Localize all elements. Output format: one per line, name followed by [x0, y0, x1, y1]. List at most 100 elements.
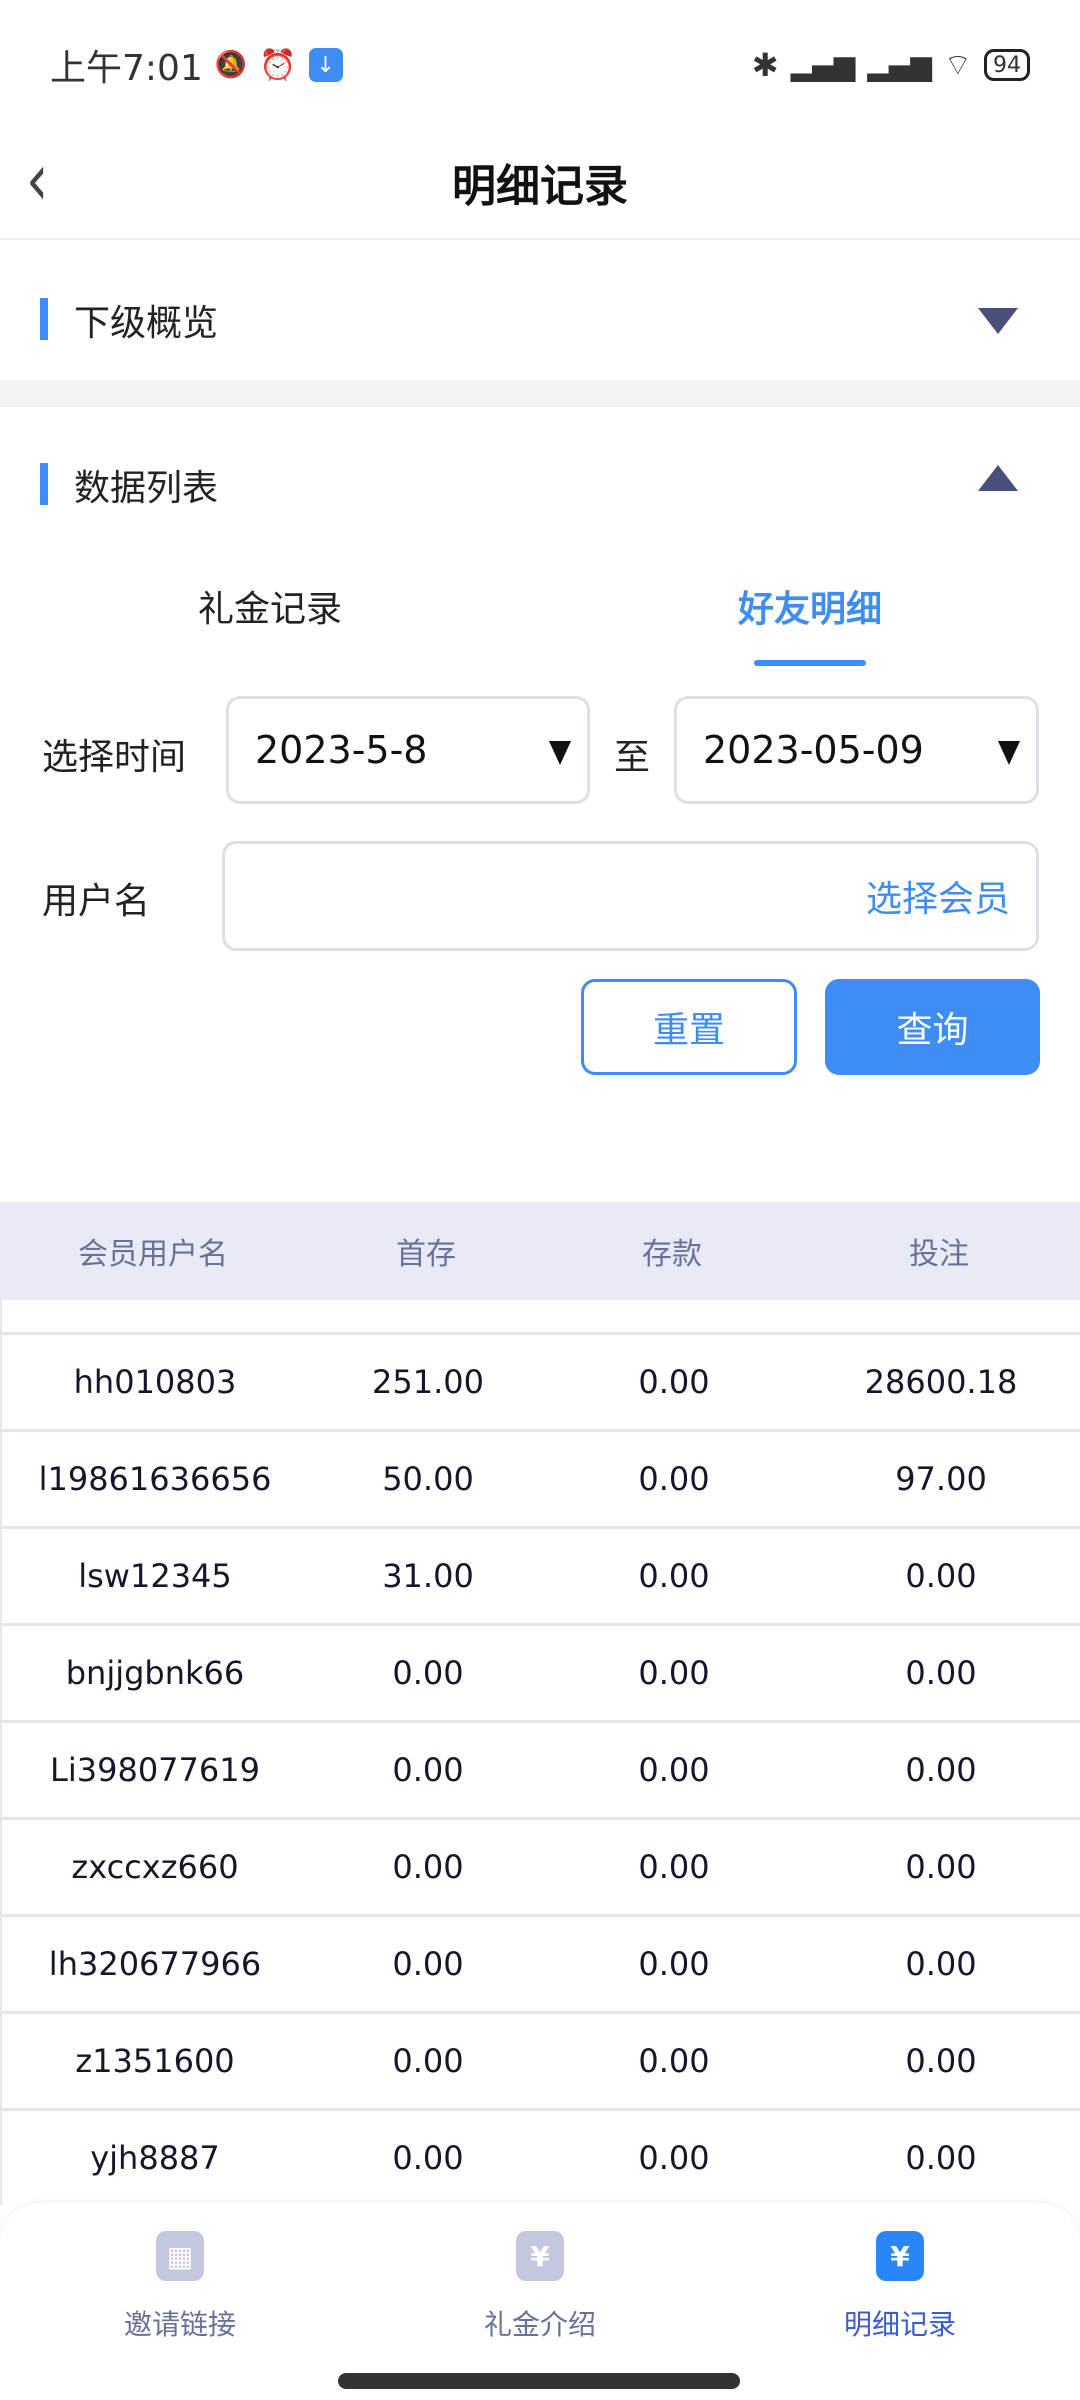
section-marker: [40, 298, 48, 340]
table-cell: lsw12345: [78, 1557, 232, 1595]
dropdown-arrow-icon: [998, 741, 1020, 765]
table-cell: 0.00: [905, 1557, 977, 1595]
table-cell: 0.00: [905, 2139, 977, 2177]
bottom-nav: ▦ 邀请链接 ¥ 礼金介绍 ¥ 明细记录: [0, 2203, 1080, 2400]
section-title: 数据列表: [74, 468, 219, 509]
table-cell: 0.00: [638, 2139, 710, 2177]
alarm-icon: ⏰: [259, 47, 297, 83]
username-label: 用户名: [42, 881, 151, 922]
mute-icon: 🔕: [214, 50, 248, 80]
table-row: Li398077619 0.00 0.00 0.00: [0, 1720, 1080, 1817]
end-date-value: 2023-05-09: [703, 728, 924, 772]
member-select-input[interactable]: 选择会员: [222, 841, 1039, 951]
nav-detail-records[interactable]: ¥ 明细记录: [720, 2203, 1080, 2400]
table-row: lh320677966 0.00 0.00 0.00: [0, 1914, 1080, 2011]
column-header: 存款: [642, 1237, 702, 1272]
table-cell: zxccxz660: [71, 1848, 239, 1886]
table-cell: 0.00: [392, 1751, 464, 1789]
table-cell: 0.00: [905, 1654, 977, 1692]
table-cell: 28600.18: [864, 1363, 1018, 1401]
table-cell: 0.00: [638, 1654, 710, 1692]
start-date-value: 2023-5-8: [255, 728, 428, 772]
table-row: lsw12345 31.00 0.00 0.00: [0, 1526, 1080, 1623]
nav-invite-link[interactable]: ▦ 邀请链接: [0, 2203, 360, 2400]
table-cell: 0.00: [638, 1363, 710, 1401]
table-cell: 0.00: [392, 1945, 464, 1983]
status-bar: 上午7:01 🔕 ⏰ ↓ ✱ ▂▄▆ ▂▄▆ ⌔ 94: [50, 40, 1030, 90]
table-cell: 0.00: [392, 2139, 464, 2177]
table-cell: yjh8887: [90, 2139, 220, 2177]
coupon-icon: ¥: [516, 2231, 564, 2281]
table-row: z1351600 0.00 0.00 0.00: [0, 2011, 1080, 2108]
app-header: ‹ 明细记录: [0, 130, 1080, 240]
time-label: 选择时间: [42, 737, 187, 778]
end-date-select[interactable]: 2023-05-09: [674, 696, 1039, 804]
page-title: 明细记录: [452, 161, 628, 212]
table-cell: hh010803: [73, 1363, 237, 1401]
table-cell: 31.00: [382, 1557, 474, 1595]
table-cell: Li398077619: [50, 1751, 260, 1789]
column-header: 投注: [909, 1237, 969, 1272]
member-select-placeholder: 选择会员: [865, 879, 1010, 920]
table-row: zxccxz660 0.00 0.00 0.00: [0, 1817, 1080, 1914]
divider: [0, 380, 1080, 407]
table-cell: 0.00: [638, 1460, 710, 1498]
table-cell: 0.00: [638, 1751, 710, 1789]
signal-icon: ▂▄▆: [867, 48, 932, 82]
table-cell: l19861636656: [38, 1460, 272, 1498]
dropdown-arrow-icon: [549, 741, 571, 765]
table-cell: 50.00: [382, 1460, 474, 1498]
table-row: l19861636656 50.00 0.00 97.00: [0, 1429, 1080, 1526]
tab-gift-records[interactable]: 礼金记录: [197, 589, 342, 630]
table-row: yjh8887 0.00 0.00 0.00: [0, 2108, 1080, 2205]
start-date-select[interactable]: 2023-5-8: [226, 696, 590, 804]
table-cell: 0.00: [638, 2042, 710, 2080]
signal-icon: ▂▄▆: [790, 48, 856, 82]
table-spacer-row: [0, 1300, 1080, 1332]
table-cell: z1351600: [75, 2042, 235, 2080]
table-cell: 0.00: [905, 1751, 977, 1789]
table-cell: 0.00: [392, 2042, 464, 2080]
section-data-list[interactable]: 数据列表: [0, 425, 1080, 535]
table-cell: 0.00: [905, 1848, 977, 1886]
table-header: 会员用户名 首存 存款 投注: [0, 1202, 1080, 1300]
table-cell: lh320677966: [48, 1945, 262, 1983]
table-cell: 97.00: [895, 1460, 987, 1498]
chevron-left-icon[interactable]: ‹: [26, 138, 49, 223]
table-cell: 0.00: [905, 1945, 977, 1983]
nav-label: 邀请链接: [123, 2308, 236, 2341]
table-cell: 251.00: [372, 1363, 484, 1401]
nav-gift-intro[interactable]: ¥ 礼金介绍: [360, 2203, 720, 2400]
active-tab-indicator: [754, 660, 866, 666]
clipboard-yen-icon: ¥: [876, 2231, 924, 2281]
table-row: hh010803 251.00 0.00 28600.18: [0, 1332, 1080, 1429]
section-marker: [40, 463, 48, 505]
nav-label: 明细记录: [843, 2308, 956, 2341]
table-cell: 0.00: [905, 2042, 977, 2080]
nav-label: 礼金介绍: [483, 2308, 596, 2341]
download-icon: ↓: [308, 48, 343, 82]
caret-up-icon[interactable]: [978, 465, 1018, 491]
clock: 上午7:01: [50, 48, 203, 89]
column-header: 首存: [396, 1237, 456, 1272]
reset-button[interactable]: 重置: [581, 979, 797, 1075]
bluetooth-icon: ✱: [751, 46, 779, 84]
section-overview[interactable]: 下级概览: [0, 260, 1080, 370]
table-cell: 0.00: [392, 1654, 464, 1692]
column-header: 会员用户名: [78, 1237, 228, 1272]
table-cell: 0.00: [638, 1848, 710, 1886]
tab-friend-details[interactable]: 好友明细: [737, 589, 882, 630]
table-cell: 0.00: [638, 1945, 710, 1983]
table-cell: 0.00: [638, 1557, 710, 1595]
table-cell: bnjjgbnk66: [65, 1654, 245, 1692]
battery-icon: 94: [984, 49, 1030, 81]
table-cell: 0.00: [392, 1848, 464, 1886]
wifi-icon: ⌔: [943, 48, 972, 83]
query-button[interactable]: 查询: [825, 979, 1040, 1075]
table-row: bnjjgbnk66 0.00 0.00 0.00: [0, 1623, 1080, 1720]
section-title: 下级概览: [74, 303, 219, 344]
caret-down-icon[interactable]: [978, 308, 1018, 334]
to-label: 至: [614, 737, 651, 778]
home-indicator[interactable]: [338, 2373, 740, 2389]
qr-code-icon: ▦: [156, 2231, 204, 2281]
